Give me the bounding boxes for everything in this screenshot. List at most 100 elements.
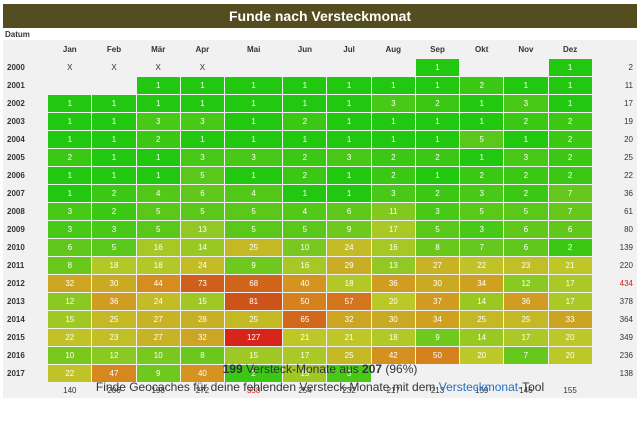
count-cell[interactable]: 3 [47,220,93,239]
count-cell[interactable]: 2 [547,112,593,131]
count-cell[interactable]: 18 [91,256,137,275]
count-cell[interactable]: 9 [224,256,284,275]
count-cell[interactable]: 2 [459,76,505,95]
count-cell[interactable]: 2 [47,148,93,167]
count-cell[interactable]: 7 [547,202,593,221]
count-cell[interactable]: 17 [547,274,593,293]
count-cell[interactable]: 1 [224,94,284,113]
count-cell[interactable]: 68 [224,274,284,293]
count-cell[interactable]: 1 [224,112,284,131]
count-cell[interactable]: 1 [224,130,284,149]
count-cell[interactable]: 6 [547,220,593,239]
count-cell[interactable]: 1 [503,130,549,149]
count-cell[interactable]: 15 [224,346,284,365]
count-cell[interactable]: 5 [179,202,226,221]
count-cell[interactable]: 1 [547,76,593,95]
count-cell[interactable]: 18 [135,256,181,275]
count-cell[interactable]: 22 [47,364,93,383]
count-cell[interactable]: 16 [135,238,181,257]
count-cell[interactable]: 73 [179,274,226,293]
count-cell[interactable]: 1 [459,148,505,167]
count-cell[interactable]: 34 [414,310,461,329]
count-cell[interactable]: 1 [326,76,372,95]
count-cell[interactable]: 12 [503,274,549,293]
count-cell[interactable]: 10 [282,238,328,257]
count-cell[interactable]: 4 [135,184,181,203]
count-cell[interactable]: 37 [414,292,461,311]
count-cell[interactable]: 1 [459,94,505,113]
versteckmonat-tool-link[interactable]: Versteckmonat [438,380,519,394]
count-cell[interactable]: 1 [282,130,328,149]
count-cell[interactable]: 1 [414,58,461,77]
count-cell[interactable]: 6 [179,184,226,203]
count-cell[interactable]: 1 [47,130,93,149]
count-cell[interactable]: 5 [135,220,181,239]
count-cell[interactable]: 18 [370,328,416,347]
count-cell[interactable]: 1 [47,166,93,185]
count-cell[interactable]: 1 [91,112,137,131]
count-cell[interactable]: 5 [282,220,328,239]
count-cell[interactable]: 1 [282,184,328,203]
count-cell[interactable]: 2 [370,148,416,167]
count-cell[interactable]: 3 [414,202,461,221]
count-cell[interactable]: 14 [459,292,505,311]
count-cell[interactable]: 1 [326,112,372,131]
count-cell[interactable]: 32 [179,328,226,347]
count-cell[interactable]: 22 [47,328,93,347]
count-cell[interactable]: 50 [282,292,328,311]
count-cell[interactable]: 5 [224,202,284,221]
count-cell[interactable]: 47 [91,364,137,383]
count-cell[interactable]: 1 [135,166,181,185]
count-cell[interactable]: 5 [459,130,505,149]
count-cell[interactable]: 8 [179,346,226,365]
count-cell[interactable]: 3 [135,112,181,131]
count-cell[interactable]: 24 [326,238,372,257]
count-cell[interactable]: 1 [547,58,593,77]
count-cell[interactable]: 6 [503,238,549,257]
count-cell[interactable]: 57 [326,292,372,311]
count-cell[interactable]: 1 [414,76,461,95]
count-cell[interactable]: 25 [459,310,505,329]
count-cell[interactable]: 1 [47,184,93,203]
count-cell[interactable]: 11 [370,202,416,221]
count-cell[interactable]: 24 [135,292,181,311]
count-cell[interactable]: 3 [326,148,372,167]
count-cell[interactable]: 5 [135,202,181,221]
count-cell[interactable]: 42 [370,346,416,365]
count-cell[interactable]: 81 [224,292,284,311]
count-cell[interactable]: 1 [91,148,137,167]
count-cell[interactable]: 1 [91,94,137,113]
count-cell[interactable]: 2 [547,166,593,185]
count-cell[interactable]: 1 [179,130,226,149]
count-cell[interactable]: 2 [282,112,328,131]
count-cell[interactable]: 20 [547,328,593,347]
count-cell[interactable]: 9 [326,220,372,239]
count-cell[interactable]: 2 [282,166,328,185]
count-cell[interactable]: 30 [370,310,416,329]
count-cell[interactable]: 1 [326,94,372,113]
count-cell[interactable]: 2 [547,130,593,149]
count-cell[interactable]: 2 [91,184,137,203]
count-cell[interactable]: 29 [326,256,372,275]
count-cell[interactable]: 2 [224,364,284,383]
count-cell[interactable]: 25 [224,310,284,329]
count-cell[interactable]: 4 [224,184,284,203]
count-cell[interactable]: 1 [282,76,328,95]
count-cell[interactable]: 25 [91,310,137,329]
count-cell[interactable]: 21 [547,256,593,275]
count-cell[interactable]: 27 [135,310,181,329]
count-cell[interactable]: 16 [282,256,328,275]
count-cell[interactable]: 23 [91,328,137,347]
count-cell[interactable]: 1 [370,130,416,149]
count-cell[interactable]: 40 [282,274,328,293]
count-cell[interactable]: 5 [91,238,137,257]
count-cell[interactable]: 1 [326,130,372,149]
count-cell[interactable]: 6 [326,202,372,221]
count-cell[interactable]: 7 [459,238,505,257]
count-cell[interactable]: 28 [179,310,226,329]
count-cell[interactable]: 15 [282,364,328,383]
count-cell[interactable]: 2 [282,148,328,167]
count-cell[interactable]: 8 [414,238,461,257]
count-cell[interactable]: 3 [503,148,549,167]
count-cell[interactable]: 4 [282,202,328,221]
